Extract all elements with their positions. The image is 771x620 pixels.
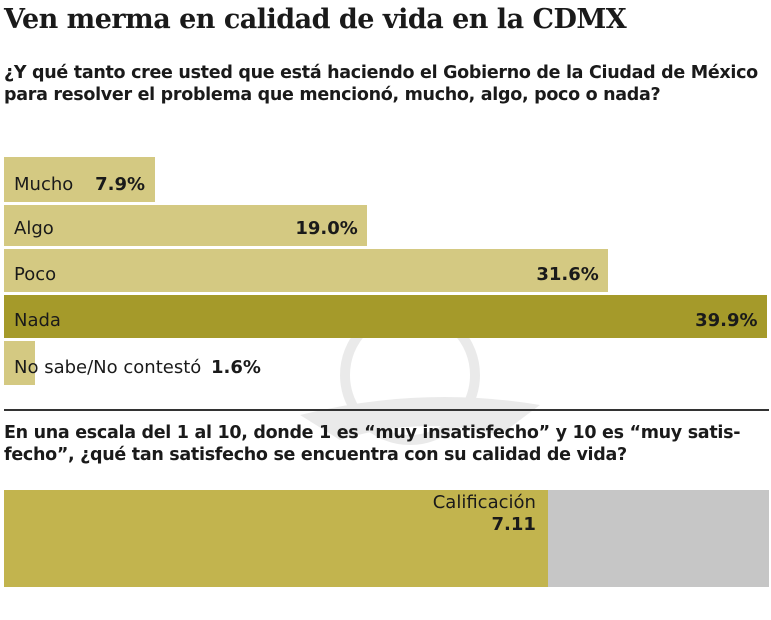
category-label: No sabe/No contestó xyxy=(14,357,202,378)
divider xyxy=(4,409,769,411)
score-value: 7.11 xyxy=(491,514,536,535)
question-1: ¿Y qué tanto cree usted que está haciend… xyxy=(4,63,758,105)
value-label: 1.6% xyxy=(211,357,261,378)
value-label: 31.6% xyxy=(536,264,599,285)
bar-0 xyxy=(4,157,156,202)
bar-1 xyxy=(4,205,368,246)
score-label: Calificación 7.11 xyxy=(433,492,536,536)
score-bar-fill xyxy=(4,490,548,587)
question-2: En una escala del 1 al 10, donde 1 es “m… xyxy=(4,423,741,465)
bar-3 xyxy=(4,295,768,338)
value-label: 39.9% xyxy=(695,310,758,331)
bar-2 xyxy=(4,249,609,292)
bar-4 xyxy=(4,341,35,385)
category-label: Mucho xyxy=(14,174,74,195)
category-label: Algo xyxy=(14,218,54,239)
value-label: 19.0% xyxy=(295,218,358,239)
value-label: 7.9% xyxy=(95,174,145,195)
chart-title: Ven merma en calidad de vida en la CDMX xyxy=(4,4,627,35)
category-label: Poco xyxy=(14,264,57,285)
category-label: Nada xyxy=(14,310,61,331)
score-bar-background: Calificación 7.11 xyxy=(4,490,769,587)
score-caption: Calificación xyxy=(432,492,536,513)
